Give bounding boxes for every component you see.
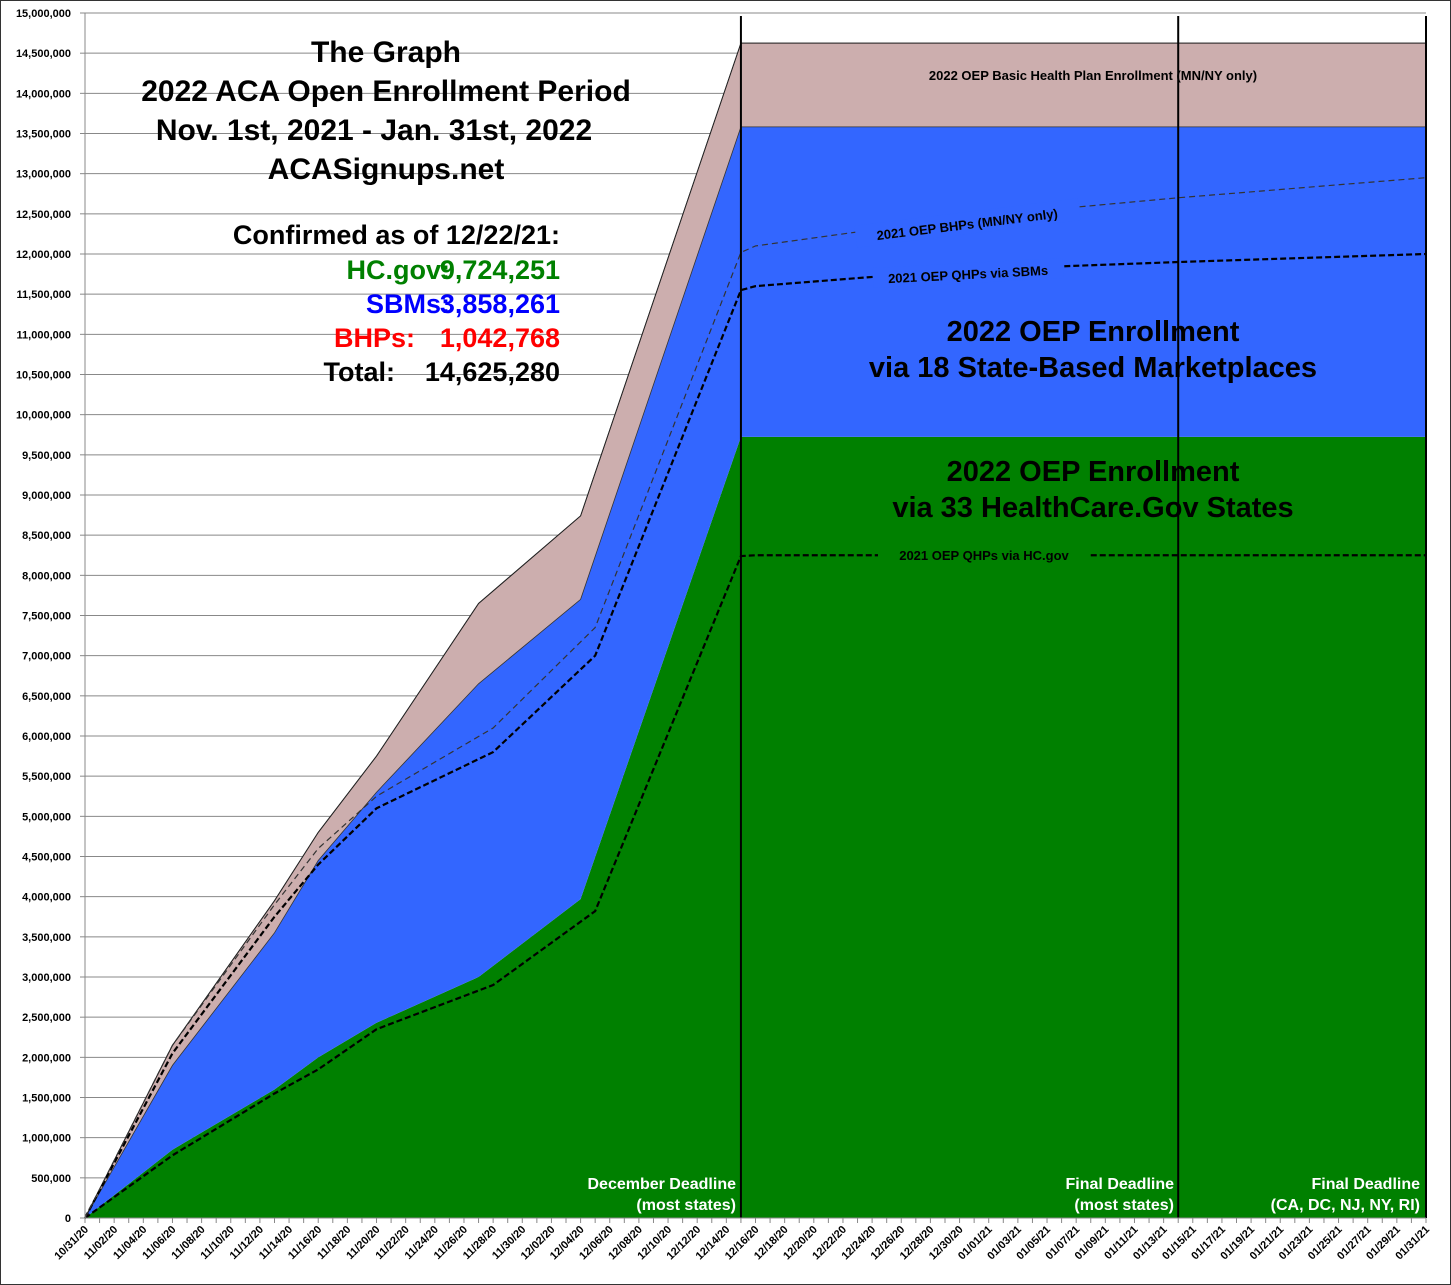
- sbm-area-label-2: via 18 State-Based Marketplaces: [869, 352, 1317, 384]
- bhp-area-label: 2022 OEP Basic Health Plan Enrollment (M…: [929, 68, 1257, 83]
- total-outline: [84, 42, 1426, 1219]
- y-tick-label: 14,000,000: [16, 88, 71, 100]
- final-deadline-sbm-label: Final Deadline: [1312, 1176, 1421, 1193]
- confirmed-label: HC.gov:: [347, 255, 451, 285]
- y-tick-label: 12,500,000: [16, 209, 71, 221]
- hc-2021-line-label: 2021 OEP QHPs via HC.gov: [899, 548, 1069, 563]
- y-tick-label: 7,000,000: [22, 651, 71, 663]
- december-deadline-sublabel: (most states): [636, 1197, 736, 1214]
- chart-title-line-2: 2022 ACA Open Enrollment Period: [141, 75, 631, 108]
- chart-title-line-3: Nov. 1st, 2021 - Jan. 31st, 2022: [156, 114, 592, 147]
- y-tick-label: 500,000: [31, 1173, 71, 1185]
- december-deadline-label: December Deadline: [587, 1176, 736, 1193]
- deadline-lines: [739, 16, 1427, 1218]
- y-tick-label: 2,500,000: [22, 1012, 71, 1024]
- y-tick-label: 13,000,000: [16, 169, 71, 181]
- y-tick-label: 15,000,000: [16, 8, 71, 20]
- confirmed-label: Total:: [324, 357, 395, 387]
- chart-title-line-1: The Graph: [311, 36, 461, 69]
- y-tick-label: 10,500,000: [16, 370, 71, 382]
- confirmed-value: 14,625,280: [425, 357, 560, 387]
- chart-title-line-4: ACASignups.net: [268, 153, 505, 186]
- y-tick-label: 11,000,000: [17, 329, 71, 341]
- hc-area-label-1: 2022 OEP Enrollment: [947, 456, 1240, 488]
- y-tick-label: 8,500,000: [22, 530, 71, 542]
- confirmed-label: SBMs:: [366, 289, 450, 319]
- confirmed-value: 3,858,261: [440, 289, 560, 319]
- hc-area-label-2: via 33 HealthCare.Gov States: [892, 492, 1293, 524]
- y-tick-label: 8,000,000: [22, 570, 71, 582]
- y-tick-label: 7,500,000: [22, 611, 71, 623]
- confirmed-label: BHPs:: [334, 323, 415, 353]
- y-tick-label: 11,500,000: [17, 289, 71, 301]
- y-tick-label: 2,000,000: [22, 1052, 71, 1064]
- y-tick-label: 6,000,000: [22, 731, 71, 743]
- comparison-line-3: [84, 177, 1427, 1219]
- y-tick-label: 4,500,000: [22, 852, 71, 864]
- y-tick-label: 6,500,000: [22, 691, 71, 703]
- y-tick-label: 5,000,000: [22, 811, 71, 823]
- confirmed-value: 1,042,768: [440, 323, 560, 353]
- y-tick-label: 4,000,000: [22, 892, 71, 904]
- y-tick-label: 1,500,000: [22, 1093, 71, 1105]
- y-tick-label: 13,500,000: [16, 129, 71, 141]
- final-deadline-label: Final Deadline: [1066, 1176, 1175, 1193]
- y-tick-label: 9,000,000: [22, 490, 71, 502]
- confirmed-heading: Confirmed as of 12/22/21:: [233, 220, 560, 250]
- y-tick-label: 3,000,000: [22, 972, 71, 984]
- stacked-areas: [84, 42, 1427, 1219]
- y-tick-label: 10,000,000: [16, 410, 71, 422]
- final-deadline-sublabel: (most states): [1074, 1197, 1174, 1214]
- y-tick-label: 14,500,000: [16, 48, 71, 60]
- y-tick-label: 0: [65, 1213, 71, 1225]
- y-tick-label: 1,000,000: [22, 1133, 71, 1145]
- confirmed-value: 9,724,251: [440, 255, 560, 285]
- y-tick-label: 3,500,000: [22, 932, 71, 944]
- y-tick-label: 9,500,000: [22, 450, 71, 462]
- y-tick-label: 5,500,000: [22, 771, 71, 783]
- final-deadline-sbm-sublabel: (CA, DC, NJ, NY, RI): [1271, 1197, 1420, 1214]
- y-tick-label: 12,000,000: [16, 249, 71, 261]
- area-series-1: [85, 436, 1426, 1219]
- sbm-area-label-1: 2022 OEP Enrollment: [947, 316, 1240, 348]
- annotations: The Graph 2022 ACA Open Enrollment Perio…: [141, 36, 1420, 1214]
- area-series-2: [85, 126, 1426, 1218]
